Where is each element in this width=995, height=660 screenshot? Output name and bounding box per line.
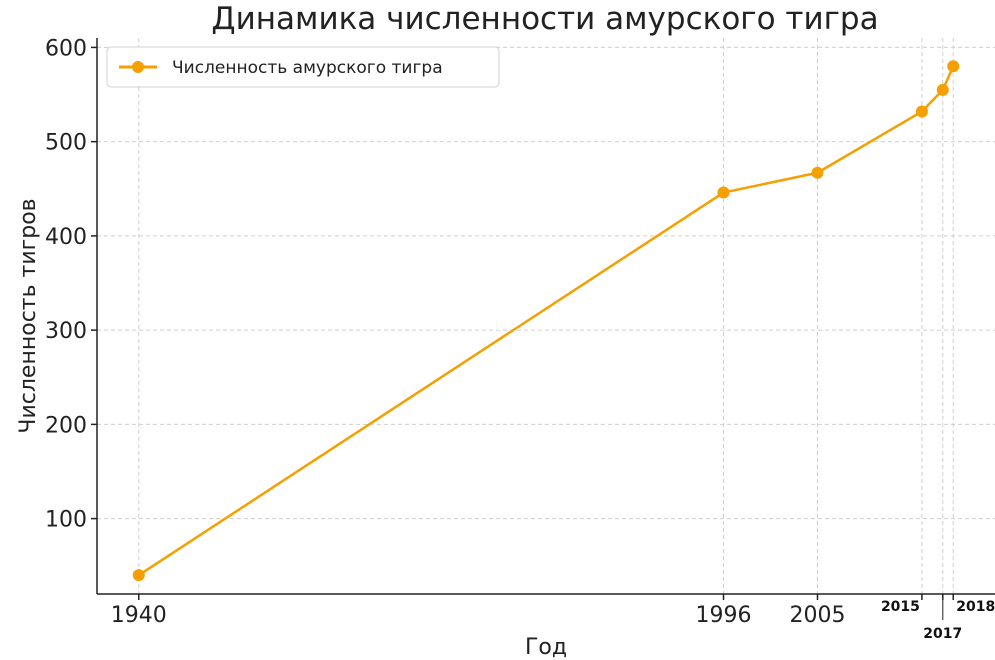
data-point <box>915 105 928 118</box>
data-point <box>717 186 730 199</box>
y-tick-label: 600 <box>45 36 87 61</box>
legend-point-marker <box>132 61 144 73</box>
x-tick-label: 2017 <box>923 626 962 642</box>
data-point <box>811 166 824 179</box>
grid <box>97 38 995 594</box>
y-axis-ticks: 100 200 300 400 500 600 <box>45 36 97 533</box>
x-tick-label: 1996 <box>696 603 752 628</box>
data-point <box>936 83 949 96</box>
x-tick-label: 1940 <box>111 603 167 628</box>
y-tick-label: 300 <box>45 319 87 344</box>
x-tick-label: 2005 <box>789 603 845 628</box>
legend-label: Численность амурского тигра <box>172 58 443 78</box>
y-axis-label: Численность тигров <box>16 198 41 433</box>
legend: Численность амурского тигра <box>106 46 500 88</box>
data-point <box>947 60 960 73</box>
legend-box <box>106 46 500 88</box>
y-tick-label: 100 <box>45 508 87 533</box>
y-tick-label: 500 <box>45 131 87 156</box>
data-point <box>132 569 145 582</box>
x-tick-label: 2018 <box>956 599 995 615</box>
series-line <box>138 65 955 577</box>
y-tick-label: 200 <box>45 413 87 438</box>
chart-title: Динамика численности амурского тигра <box>211 1 878 37</box>
x-axis-label: Год <box>525 635 567 660</box>
y-tick-label: 400 <box>45 225 87 250</box>
series-layer <box>132 60 960 582</box>
x-tick-label: 2015 <box>881 599 920 615</box>
